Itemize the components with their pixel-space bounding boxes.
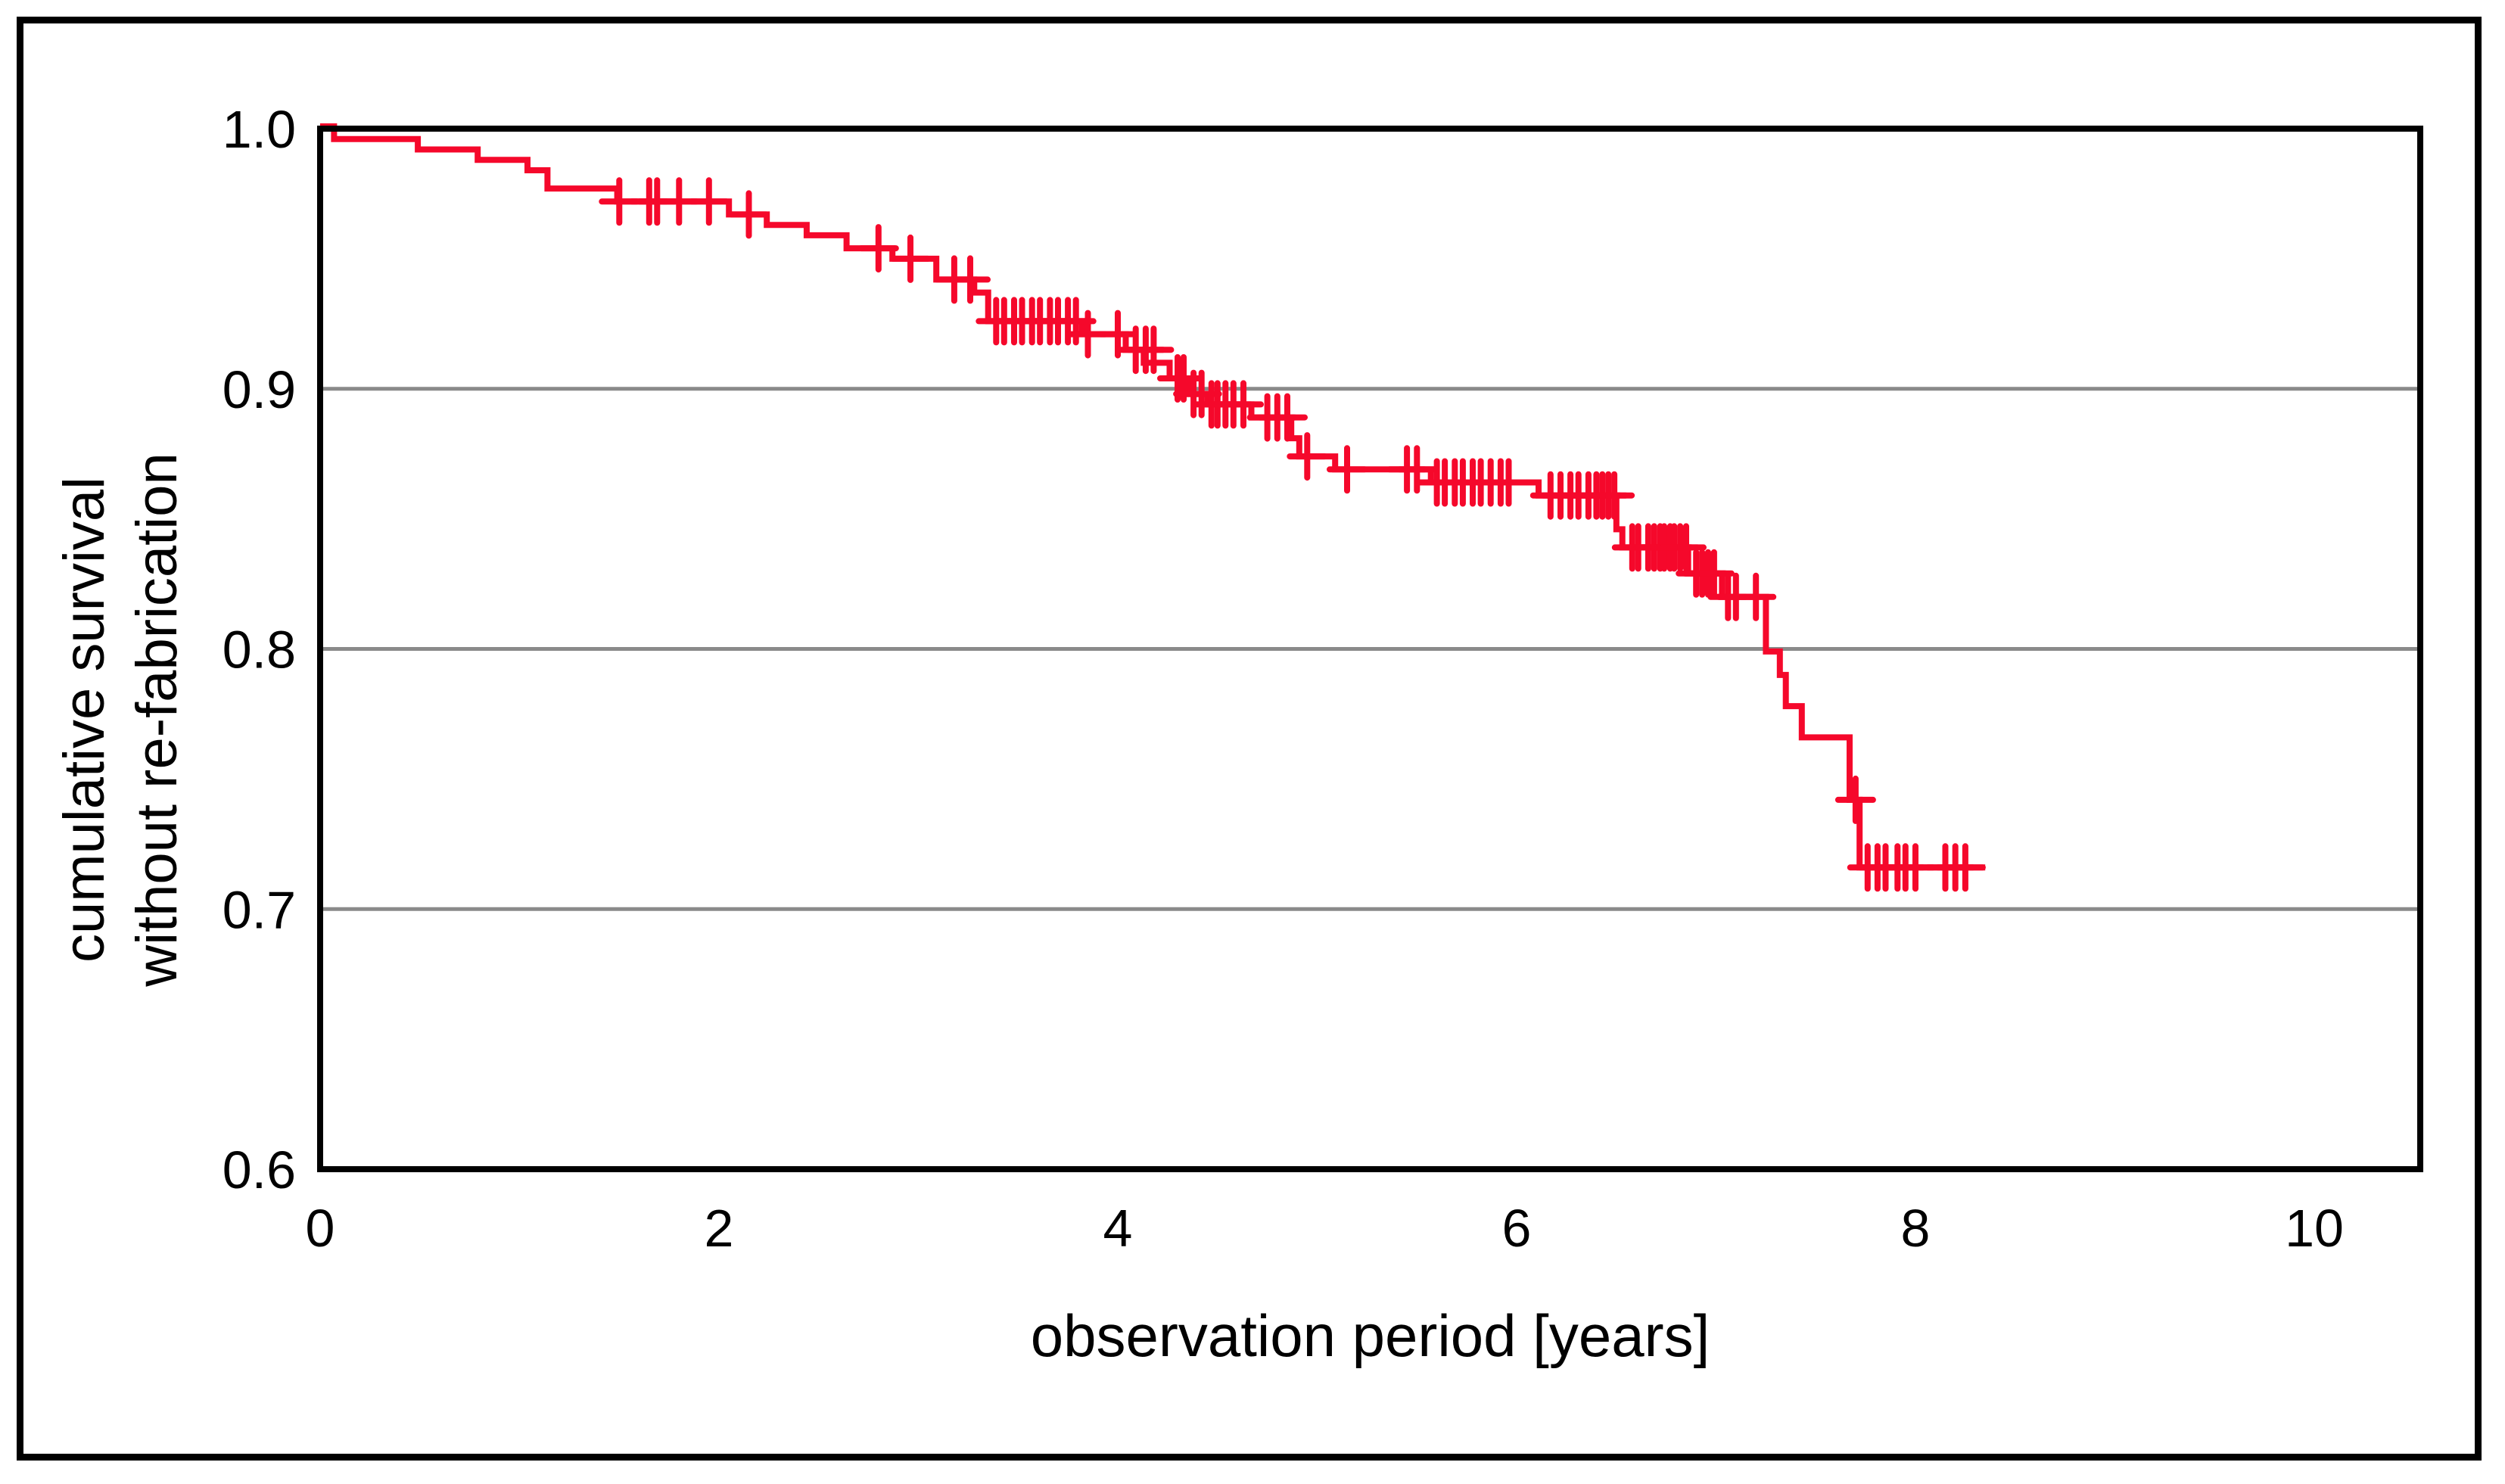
censor-mark <box>1488 458 1529 507</box>
y-tick-label: 0.7 <box>222 880 296 939</box>
y-axis-title-line1: cumulative survival <box>52 477 117 963</box>
y-axis-title: cumulative survival without re-fabricati… <box>48 152 194 1287</box>
censor-mark <box>890 234 931 283</box>
censor-mark <box>1666 523 1707 572</box>
plot-frame <box>317 126 2423 1172</box>
censor-mark <box>728 190 770 239</box>
censor-mark <box>1327 445 1368 494</box>
censor-mark <box>688 177 730 226</box>
censor-mark <box>1834 775 1876 824</box>
x-axis-title: observation period [years] <box>1030 1302 1710 1369</box>
censor-mark <box>857 224 899 273</box>
y-tick-label: 0.8 <box>222 621 296 680</box>
y-tick-label: 1.0 <box>222 100 296 159</box>
x-tick-label: 0 <box>306 1199 335 1258</box>
outer-border <box>17 17 2482 1461</box>
y-tick-label: 0.6 <box>222 1140 296 1199</box>
y-axis-title-line2: without re-fabrication <box>125 453 189 987</box>
censor-mark <box>950 255 991 304</box>
censor-mark <box>1223 380 1264 429</box>
x-tick-label: 2 <box>705 1199 734 1258</box>
censor-mark <box>1693 549 1735 598</box>
y-tick-label: 0.9 <box>222 360 296 419</box>
censor-mark <box>1133 325 1175 375</box>
censor-mark <box>1944 843 1986 892</box>
x-tick-label: 8 <box>1901 1199 1931 1258</box>
censor-mark <box>1267 393 1308 442</box>
censor-mark <box>1594 471 1635 520</box>
x-tick-label: 6 <box>1502 1199 1532 1258</box>
censor-mark <box>1287 432 1328 481</box>
x-tick-label: 4 <box>1103 1199 1133 1258</box>
survival-curve <box>320 123 1986 871</box>
censor-mark <box>1735 572 1777 621</box>
x-tick-label: 10 <box>2285 1199 2344 1258</box>
